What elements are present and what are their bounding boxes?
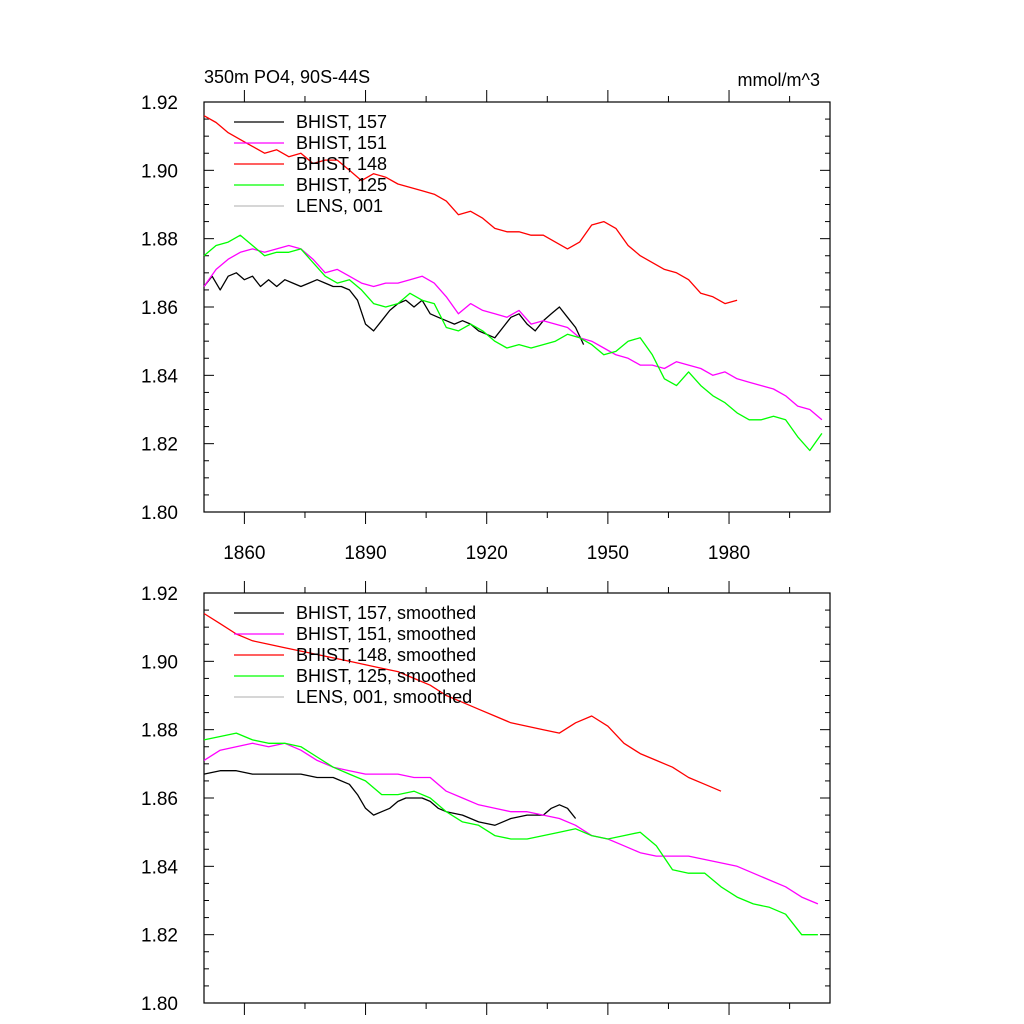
y-tick-label: 1.88 [141, 721, 178, 742]
x-tick-label: 1980 [708, 543, 750, 564]
y-tick-label: 1.90 [141, 652, 178, 673]
x-tick-label: 1890 [344, 543, 386, 564]
y-tick-label: 1.84 [141, 366, 178, 387]
y-tick-label: 1.86 [141, 298, 178, 319]
legend-label: BHIST, 125 [296, 175, 387, 195]
y-tick-label: 1.92 [141, 584, 178, 605]
top-panel: 1.80 1.82 1.84 1.86 1.88 1.90 1.92 1860 1890 1920… [141, 90, 831, 564]
series-line [203, 770, 577, 826]
y-tick-label: 1.82 [141, 435, 178, 456]
series-line [203, 742, 819, 905]
legend-label: BHIST, 148, smoothed [296, 645, 476, 665]
legend-label: LENS, 001 [296, 196, 383, 216]
y-tick-label: 1.82 [141, 926, 178, 947]
series-line [203, 244, 823, 421]
units-label: mmol/m^3 [738, 70, 820, 90]
x-tick-label: 1950 [587, 543, 629, 564]
legend-label: BHIST, 157, smoothed [296, 603, 476, 623]
chart-title: 350m PO4, 90S-44S [204, 67, 370, 87]
bottom-panel: 1.80 1.82 1.84 1.86 1.88 1.90 1.92 BHIST, 157, … [141, 581, 831, 1015]
series-line [203, 732, 818, 936]
series-line [203, 115, 738, 305]
series-line [203, 612, 722, 792]
x-tick-label: 1860 [223, 543, 265, 564]
series-line [203, 272, 585, 345]
y-tick-label: 1.90 [141, 161, 178, 182]
y-tick-label: 1.80 [141, 503, 178, 524]
legend-label: BHIST, 148 [296, 154, 387, 174]
legend-label: BHIST, 157 [296, 112, 387, 132]
y-tick-label: 1.80 [141, 994, 178, 1015]
legend-label: BHIST, 125, smoothed [296, 666, 476, 686]
legend-label: LENS, 001, smoothed [296, 687, 472, 707]
x-tick-label: 1920 [466, 543, 508, 564]
legend-label: BHIST, 151, smoothed [296, 624, 476, 644]
y-tick-label: 1.84 [141, 857, 178, 878]
series-line [203, 234, 823, 452]
y-tick-label: 1.92 [141, 93, 178, 114]
y-tick-label: 1.86 [141, 789, 178, 810]
y-tick-label: 1.88 [141, 230, 178, 251]
legend-label: BHIST, 151 [296, 133, 387, 153]
